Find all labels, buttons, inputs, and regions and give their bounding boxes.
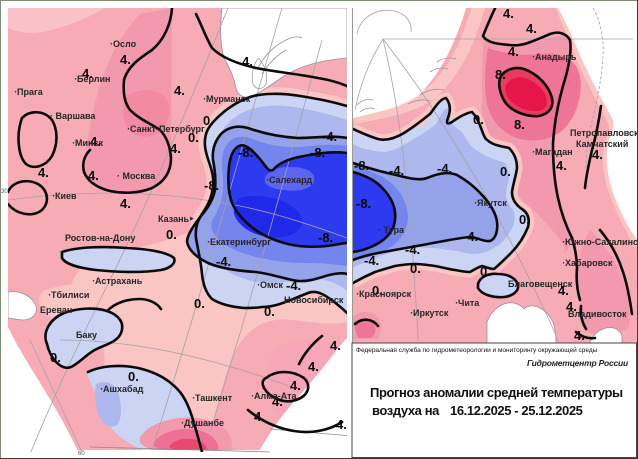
svg-text:0.: 0.	[194, 296, 205, 311]
svg-text:· Москва: · Москва	[117, 171, 156, 181]
svg-text:·Санкт-Петербург: ·Санкт-Петербург	[127, 124, 205, 134]
svg-text:Петропавловск: Петропавловск	[570, 128, 638, 138]
svg-text:·Ташкент: ·Ташкент	[192, 393, 233, 403]
svg-text:4.: 4.	[174, 83, 185, 98]
svg-text:4.: 4.	[254, 409, 265, 424]
svg-text:Баку: Баку	[76, 330, 97, 340]
svg-text:·Астрахань: ·Астрахань	[92, 276, 143, 286]
svg-text:4.: 4.	[556, 158, 567, 173]
svg-text:-8.: -8.	[318, 230, 333, 245]
svg-text:-8.: -8.	[310, 145, 325, 160]
svg-text:0.: 0.	[519, 212, 530, 227]
svg-text:4.: 4.	[574, 328, 585, 343]
svg-text:·Омск: ·Омск	[257, 280, 284, 290]
svg-text:-4.: -4.	[437, 161, 452, 176]
svg-text:Новосибирск: Новосибирск	[284, 295, 344, 305]
svg-text:·Чита: ·Чита	[455, 298, 480, 308]
svg-text:4.: 4.	[308, 359, 319, 374]
svg-text:· Варшава: · Варшава	[50, 111, 96, 121]
svg-text:Прогноз аномалии средней темпе: Прогноз аномалии средней температуры	[370, 385, 623, 400]
svg-text:·Якутск: ·Якутск	[474, 198, 507, 208]
svg-text:Камчатский: Камчатский	[576, 139, 628, 149]
svg-text:4.: 4.	[120, 52, 131, 67]
svg-text:-4.: -4.	[322, 129, 337, 144]
svg-text:4.: 4.	[170, 141, 181, 156]
svg-text:·Ашхабад: ·Ашхабад	[100, 384, 144, 394]
svg-text:0.: 0.	[166, 227, 177, 242]
svg-text:воздуха на: воздуха на	[372, 403, 440, 418]
svg-text:Благовещенск: Благовещенск	[508, 279, 573, 289]
svg-text:4.: 4.	[336, 417, 347, 432]
svg-text:Казань‣: Казань‣	[158, 214, 194, 224]
svg-text:Владивосток: Владивосток	[568, 309, 627, 319]
svg-text:4.: 4.	[330, 338, 341, 353]
svg-text:Гидрометцентр России: Гидрометцентр России	[527, 358, 629, 368]
svg-text:·Берлин: ·Берлин	[74, 74, 110, 84]
svg-text:4.: 4.	[272, 394, 283, 409]
svg-text:8.: 8.	[514, 117, 525, 132]
svg-text:Ереван: Ереван	[40, 305, 72, 315]
svg-text:-8.: -8.	[238, 145, 253, 160]
svg-text:4.: 4.	[566, 299, 577, 314]
svg-text:0.: 0.	[500, 164, 511, 179]
svg-text:·Киев: ·Киев	[52, 191, 77, 201]
svg-text:4.: 4.	[508, 44, 519, 59]
svg-text:·Екатеринбург: ·Екатеринбург	[207, 237, 271, 247]
svg-text:·Душанбе: ·Душанбе	[181, 418, 224, 428]
svg-text:4.: 4.	[592, 147, 603, 162]
svg-text:·Прага: ·Прага	[14, 87, 44, 97]
svg-text:30: 30	[1, 189, 8, 195]
svg-text:0.: 0.	[372, 283, 383, 298]
svg-text:0.: 0.	[128, 369, 139, 384]
svg-text:4.: 4.	[290, 378, 301, 393]
svg-text:·Тбилиси: ·Тбилиси	[48, 290, 89, 300]
svg-text:0.: 0.	[480, 264, 491, 279]
svg-text:-4.: -4.	[286, 278, 301, 293]
svg-text:4.: 4.	[558, 283, 569, 298]
svg-text:·Красноярск: ·Красноярск	[356, 289, 412, 299]
svg-text:-4.: -4.	[389, 163, 404, 178]
svg-text:-4.: -4.	[216, 254, 231, 269]
svg-text:-8.: -8.	[204, 178, 219, 193]
svg-text:·Южно-Сахалинск: ·Южно-Сахалинск	[562, 237, 638, 247]
svg-text:·Осло: ·Осло	[110, 39, 137, 49]
svg-text:·Анадырь: ·Анадырь	[532, 52, 577, 62]
svg-text:8.: 8.	[495, 67, 506, 82]
svg-text:· Тура: · Тура	[378, 225, 405, 235]
svg-text:16.12.2025 - 25.12.2025: 16.12.2025 - 25.12.2025	[450, 403, 583, 418]
svg-text:0.: 0.	[410, 261, 421, 276]
svg-text:4.: 4.	[120, 196, 131, 211]
svg-text:-4.: -4.	[405, 242, 420, 257]
svg-text:·Магадан: ·Магадан	[532, 147, 573, 157]
svg-text:4.: 4.	[88, 168, 99, 183]
svg-text:Ростов-на-Дону: Ростов-на-Дону	[65, 233, 135, 243]
svg-text:4.: 4.	[90, 134, 101, 149]
svg-text:Федеральная служба по гидромет: Федеральная служба по гидрометеорологии …	[356, 346, 598, 354]
svg-text:4.: 4.	[503, 6, 514, 21]
svg-text:4.: 4.	[82, 66, 93, 81]
svg-text:-4.: -4.	[364, 253, 379, 268]
svg-text:·Хабаровск: ·Хабаровск	[562, 258, 613, 268]
svg-text:0.: 0.	[50, 350, 61, 365]
svg-text:0.: 0.	[203, 113, 214, 128]
svg-text:60: 60	[78, 451, 85, 457]
svg-text:·Мурманск: ·Мурманск	[203, 94, 251, 104]
svg-text:-4.: -4.	[463, 229, 478, 244]
svg-text:·Салехард: ·Салехард	[266, 175, 312, 185]
svg-text:4.: 4.	[38, 165, 49, 180]
svg-text:-8.: -8.	[354, 158, 369, 173]
svg-text:4.: 4.	[526, 21, 537, 36]
svg-text:·Алма-Ата: ·Алма-Ата	[251, 391, 298, 401]
svg-text:0.: 0.	[264, 304, 275, 319]
svg-text:-8.: -8.	[356, 196, 371, 211]
svg-text:·Минск: ·Минск	[72, 138, 103, 148]
svg-text:0.: 0.	[188, 130, 199, 145]
svg-text:4.: 4.	[242, 54, 253, 69]
svg-text:0.: 0.	[473, 112, 484, 127]
svg-text:·Иркутск: ·Иркутск	[410, 308, 449, 318]
